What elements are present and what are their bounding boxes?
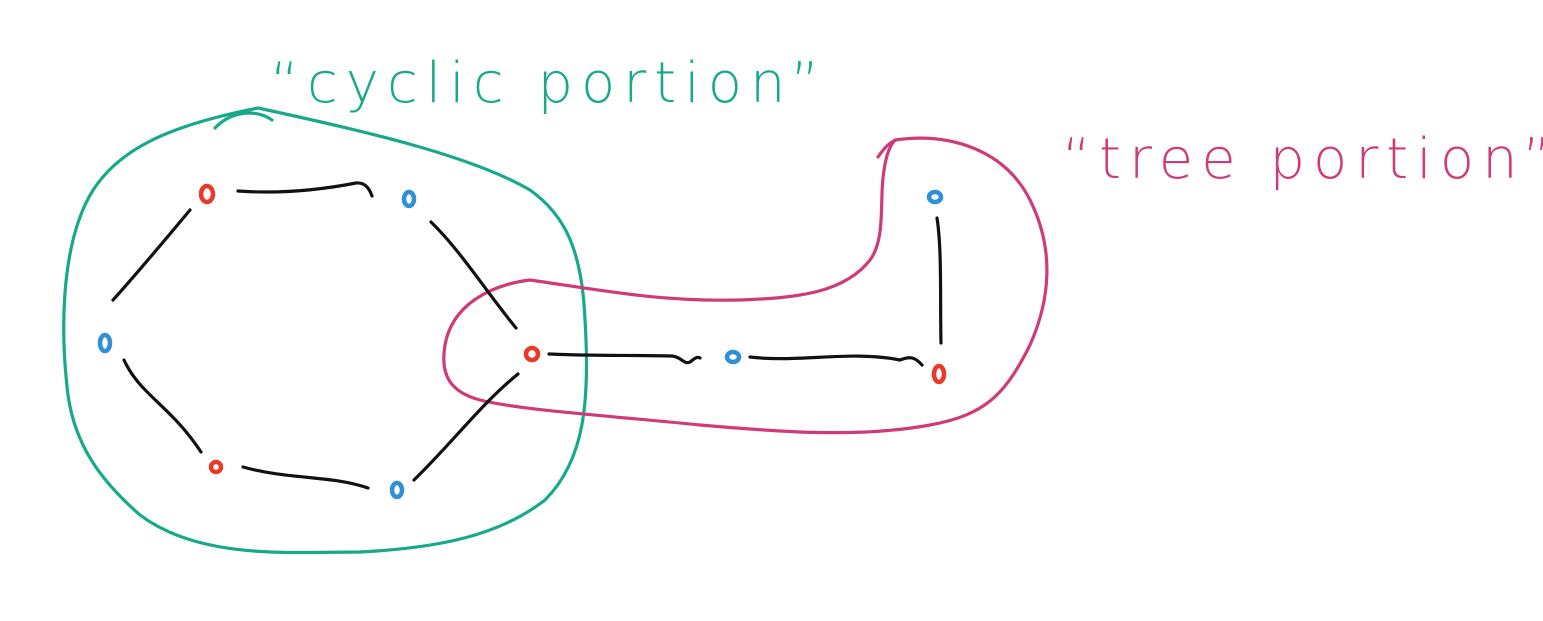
- node-c5-red: [208, 459, 224, 475]
- edge-t1-t2: [748, 354, 924, 367]
- tree-portion-label: “tree portion”: [1062, 127, 1543, 192]
- edge-c6-c1: [111, 208, 192, 302]
- node-c2-blue: [401, 189, 417, 209]
- nodes-group: [97, 183, 947, 500]
- tree-portion-outline: [442, 136, 1049, 435]
- node-t1-blue: [724, 349, 742, 365]
- cyclic-portion-outline: [62, 106, 589, 555]
- node-c1-red: [198, 183, 216, 205]
- edge-c1-c2: [236, 181, 374, 198]
- edge-c4-c5: [241, 465, 370, 490]
- node-c6-blue: [97, 332, 113, 354]
- node-c4-blue: [389, 480, 405, 500]
- cyclic-portion-label: “cyclic portion”: [270, 51, 828, 116]
- node-t3-blue: [926, 189, 944, 205]
- edge-t2-t3: [935, 216, 943, 345]
- edge-c5-c6: [122, 358, 203, 454]
- node-t2-red: [931, 363, 947, 385]
- edge-c3-t1: [547, 352, 702, 365]
- edge-c3-c4: [412, 372, 520, 482]
- node-c3-red: [523, 345, 541, 363]
- edges-group: [111, 181, 943, 490]
- edge-c2-c3: [429, 220, 518, 330]
